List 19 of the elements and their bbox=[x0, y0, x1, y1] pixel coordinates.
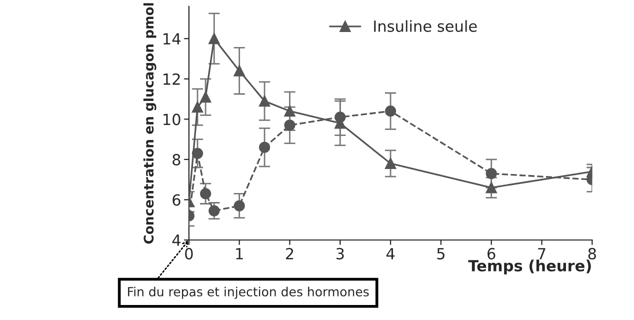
x-tick-label: 1 bbox=[236, 248, 243, 260]
y-tick-label: 4 bbox=[172, 234, 180, 246]
y-tick-label: 8 bbox=[172, 154, 180, 166]
x-tick-label: 0 bbox=[185, 248, 193, 260]
x-tick-label: 3 bbox=[336, 248, 344, 260]
x-tick-label: 6 bbox=[488, 248, 496, 260]
y-tick-label: 10 bbox=[164, 114, 180, 126]
y-tick-label: 14 bbox=[164, 33, 180, 44]
y-tick-label: 6 bbox=[172, 194, 180, 206]
text: Fin du repas et injection des hormones bbox=[128, 286, 369, 299]
x-tick-label: 5 bbox=[437, 248, 444, 260]
x-tick-label: 7 bbox=[538, 248, 546, 260]
x-axis-title: Temps (heure) bbox=[468, 260, 591, 274]
x-tick-label: 4 bbox=[386, 248, 395, 260]
x-tick-label: 8 bbox=[588, 248, 596, 260]
legend-label: Insuline seule bbox=[374, 20, 477, 32]
y-axis-title: Concentration en glucagon pmol bbox=[143, 3, 156, 244]
x-tick-label: 2 bbox=[286, 248, 294, 260]
y-tick-label: 12 bbox=[164, 73, 180, 85]
